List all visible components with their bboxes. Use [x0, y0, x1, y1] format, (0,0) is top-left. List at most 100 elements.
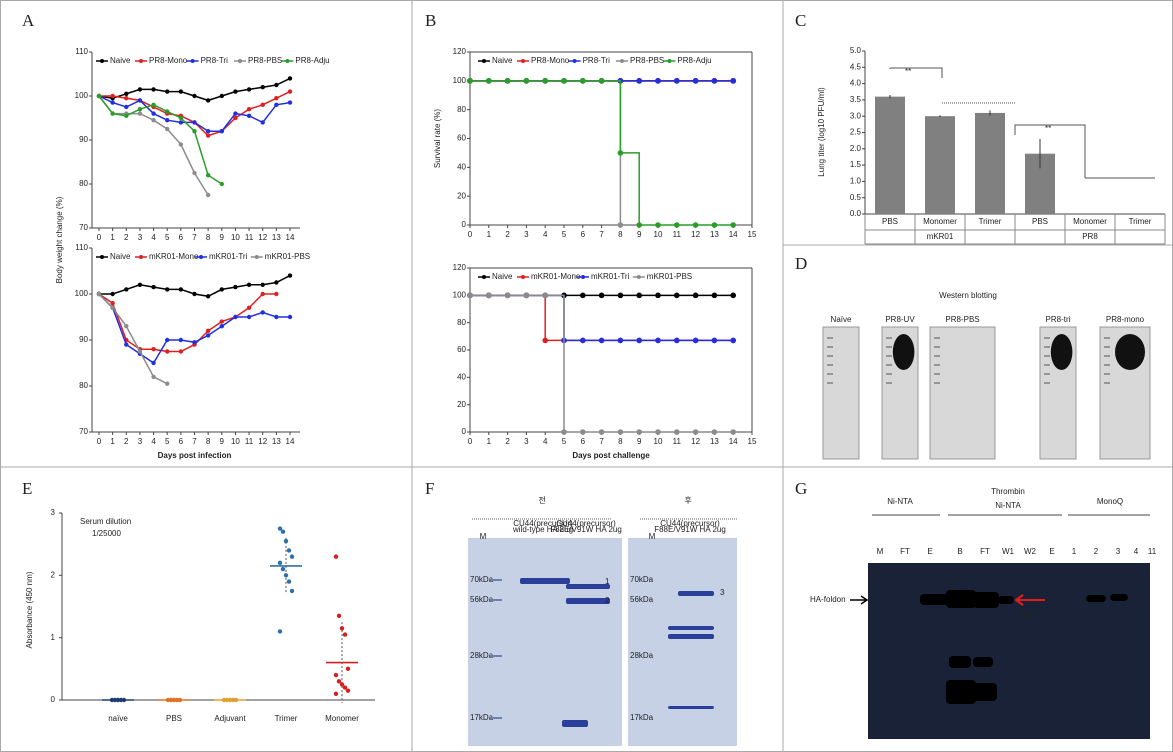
x-axis-label: Days post infection — [158, 451, 232, 460]
legend-marker — [238, 59, 242, 63]
point — [274, 82, 279, 88]
point — [233, 89, 238, 94]
x-tick-label: 8 — [206, 233, 211, 242]
y-tick-label: 3 — [51, 508, 56, 517]
legend-marker — [636, 275, 641, 279]
ladder-band — [490, 655, 502, 657]
point — [280, 566, 286, 572]
lane-label: 3 — [1116, 547, 1121, 556]
band-label: 2 — [605, 596, 610, 605]
x-tick-label: Trimer — [1129, 217, 1152, 226]
legend-label: Naive — [492, 272, 513, 281]
y-tick-label: 110 — [75, 243, 88, 252]
annotation: 1/25000 — [92, 529, 121, 538]
blot — [868, 563, 1150, 739]
y-tick-label: 60 — [457, 345, 466, 354]
point — [192, 129, 197, 134]
y-tick-label: 20 — [457, 400, 466, 409]
x-tick-label: PBS — [166, 714, 182, 723]
legend-label: Naive — [110, 56, 131, 65]
x-tick-label: 0 — [97, 233, 102, 242]
legend-label: mKR01-PBS — [265, 252, 310, 261]
x-tick-label: 7 — [599, 230, 604, 239]
arrow — [850, 595, 869, 605]
y-tick-label: 60 — [457, 134, 466, 143]
series-line — [98, 95, 223, 185]
legend-marker — [139, 59, 143, 63]
point — [274, 102, 279, 108]
y-axis-label: Lung titer (log10 PFU/ml) — [817, 87, 826, 177]
point — [504, 78, 511, 84]
point — [277, 629, 283, 634]
group-label: Ni-NTA — [887, 497, 913, 506]
band-label: 1 — [605, 577, 610, 586]
point — [283, 538, 289, 544]
x-tick-label: 11 — [245, 437, 254, 446]
x-tick-label: 15 — [748, 230, 757, 239]
point — [260, 120, 265, 125]
y-tick-label: 110 — [75, 47, 88, 56]
blot-band — [892, 334, 915, 370]
point — [110, 301, 115, 306]
y-tick-label: 3.5 — [850, 95, 862, 104]
point — [110, 93, 115, 99]
point — [178, 287, 184, 292]
legend-label: PR8-Adju — [295, 56, 329, 65]
sample-label: CU44(precursor) — [660, 519, 720, 528]
point — [287, 314, 293, 320]
group-label: MonoQ — [1097, 497, 1123, 506]
point — [151, 118, 156, 123]
point — [151, 360, 156, 366]
point — [523, 78, 530, 84]
gel-header: 후 — [684, 496, 691, 505]
legend-marker — [667, 59, 672, 63]
y-tick-label: 70 — [79, 223, 88, 232]
legend-label: PR8-Adju — [677, 56, 711, 65]
gel-band — [566, 584, 610, 589]
point — [336, 613, 342, 619]
x-tick-label: 2 — [124, 437, 129, 446]
legend-marker — [572, 59, 577, 63]
x-tick-label: 14 — [729, 230, 738, 239]
x-tick-label: naïve — [108, 714, 128, 723]
point — [467, 78, 473, 84]
point — [636, 222, 642, 228]
point — [219, 319, 224, 324]
x-tick-label: 13 — [272, 437, 281, 446]
panel-label: C — [795, 11, 806, 30]
point — [219, 93, 224, 99]
point — [178, 337, 184, 343]
bracket — [890, 67, 943, 78]
lane-label: B — [957, 547, 962, 556]
point — [124, 287, 129, 292]
lane-label: M — [877, 547, 884, 556]
panel-label: E — [22, 479, 32, 498]
legend-label: Naive — [492, 56, 513, 65]
blot-band — [998, 596, 1014, 604]
panel-label: A — [22, 11, 35, 30]
legend-marker — [100, 255, 104, 259]
point — [246, 87, 252, 92]
lane-label: PR8-UV — [885, 315, 915, 324]
x-tick-label: 9 — [220, 233, 225, 242]
bar — [925, 116, 955, 214]
legend-marker — [285, 59, 290, 63]
point — [165, 109, 170, 114]
x-tick-label: 7 — [192, 437, 197, 446]
point — [110, 100, 115, 105]
x-tick-label: 1 — [487, 437, 492, 446]
gel-header: 전 — [538, 495, 545, 505]
point — [617, 222, 624, 228]
point — [205, 333, 211, 338]
legend-label: mKR01-Mono — [149, 252, 199, 261]
point — [151, 111, 156, 116]
lane-label: Naïve — [831, 315, 852, 324]
gel-band — [678, 591, 714, 596]
gel — [468, 538, 622, 746]
point — [178, 89, 184, 94]
x-tick-label: 11 — [245, 233, 254, 242]
point — [274, 291, 279, 297]
point — [165, 287, 170, 292]
point — [339, 626, 345, 631]
x-tick-label: 4 — [151, 233, 156, 242]
